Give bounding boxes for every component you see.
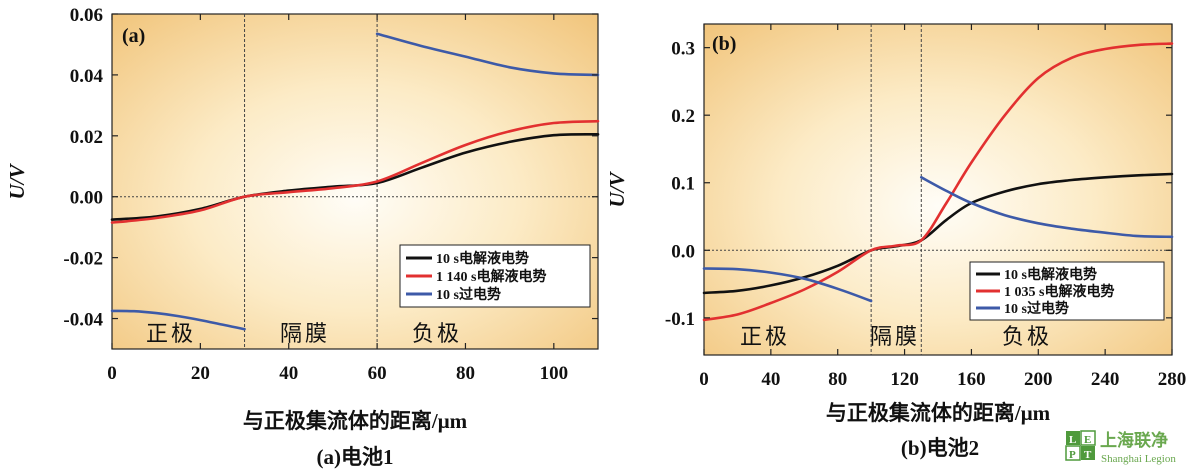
- series-line-a-1: [110, 119, 600, 224]
- y-tick-label-a-1: -0.02: [63, 249, 103, 270]
- y-tick-label-b-4: 0.3: [671, 39, 695, 60]
- x-axis-label-a: 与正极集流体的距离/μm: [243, 409, 468, 433]
- x-ticks-a: 0 20 40 60 80 100: [107, 14, 568, 384]
- x-axis-label-b: 与正极集流体的距离/μm: [826, 401, 1051, 425]
- x-tick-label-a-2: 40: [279, 363, 298, 384]
- legend-a: 10 s电解液电势 1 140 s电解液电势 10 s过电势: [399, 244, 591, 308]
- x-tick-label-b-3: 120: [890, 369, 919, 390]
- series-line-a-2-seg0: [110, 309, 246, 331]
- x-tick-label-b-4: 160: [957, 369, 986, 390]
- region-label-cathode-b: 正极: [740, 324, 790, 349]
- legend-label-a-1: 1 140 s电解液电势: [436, 268, 546, 285]
- region-label-anode-a: 负极: [412, 321, 462, 346]
- y-tick-label-b-1: 0.0: [671, 241, 695, 262]
- x-tick-label-a-1: 20: [191, 363, 210, 384]
- y-tick-label-b-3: 0.2: [671, 106, 695, 127]
- svg-text:T: T: [1084, 449, 1092, 461]
- y-ticks-b: -0.1 0.0 0.1 0.2 0.3: [665, 39, 1172, 330]
- panel-label-b: (b): [712, 33, 736, 55]
- y-tick-label-b-0: -0.1: [665, 309, 695, 330]
- svg-text:L: L: [1069, 434, 1076, 446]
- x-tick-label-b-6: 240: [1091, 369, 1120, 390]
- legend-label-b-0: 10 s电解液电势: [1004, 266, 1097, 283]
- svg-text:E: E: [1084, 434, 1091, 446]
- legend-label-b-1: 1 035 s电解液电势: [1004, 283, 1114, 300]
- series-line-a-2-seg1: [375, 32, 600, 77]
- legend-label-a-0: 10 s电解液电势: [436, 250, 529, 267]
- series-line-b-2-seg1: [920, 176, 1174, 239]
- watermark-cn: 上海联净: [1100, 430, 1168, 450]
- caption-b: (b)电池2: [901, 436, 979, 460]
- series-line-b-0: [702, 172, 1174, 295]
- y-tick-label-a-0: -0.04: [63, 310, 103, 331]
- x-ticks-b: 0 40 80 120 160 200 240 280: [699, 24, 1186, 390]
- region-label-separator-a: 隔膜: [280, 321, 330, 346]
- x-tick-label-a-5: 100: [540, 363, 569, 384]
- legend-box-b: [969, 261, 1165, 321]
- series-layer-a: [110, 32, 600, 331]
- region-label-anode-b: 负极: [1002, 324, 1052, 349]
- chart-panel-a: -0.04-0.020.000.020.040.06 0 20 40 60 80 100 …: [5, 5, 600, 469]
- y-axis-label-a: U/V: [5, 163, 29, 200]
- y-tick-label-a-3: 0.02: [70, 127, 103, 148]
- x-tick-label-a-3: 60: [368, 363, 387, 384]
- chart-panel-b: -0.1 0.0 0.1 0.2 0.3 0 40 80 120 160 200 240 280 (b…: [605, 23, 1186, 460]
- watermark-logo-icon: L E P T: [1065, 430, 1096, 461]
- series-layer-b: [702, 42, 1174, 322]
- x-tick-label-b-7: 280: [1158, 369, 1187, 390]
- caption-a: (a)电池1: [317, 445, 394, 469]
- svg-text:P: P: [1069, 449, 1076, 461]
- region-label-separator-b: 隔膜: [870, 324, 920, 349]
- y-tick-label-a-4: 0.04: [70, 66, 104, 87]
- x-tick-label-a-0: 0: [107, 363, 117, 384]
- legend-label-b-2: 10 s过电势: [1004, 300, 1069, 317]
- x-tick-label-b-5: 200: [1024, 369, 1053, 390]
- x-tick-label-a-4: 80: [456, 363, 475, 384]
- legend-label-a-2: 10 s过电势: [436, 286, 501, 303]
- panel-label-a: (a): [122, 25, 145, 47]
- y-axis-label-b: U/V: [605, 171, 629, 208]
- y-tick-label-a-5: 0.06: [70, 5, 103, 26]
- watermark-en: Shanghai Legion: [1101, 453, 1176, 465]
- watermark: L E P T 上海联净 Shanghai Legion: [1065, 430, 1176, 465]
- x-tick-label-b-0: 0: [699, 369, 709, 390]
- y-tick-label-b-2: 0.1: [671, 174, 695, 195]
- region-label-cathode-a: 正极: [146, 321, 196, 346]
- legend-b: 10 s电解液电势 1 035 s电解液电势 10 s过电势: [969, 261, 1165, 321]
- series-line-b-2-seg0: [702, 267, 873, 303]
- x-tick-label-b-1: 40: [761, 369, 780, 390]
- y-tick-label-a-2: 0.00: [70, 188, 103, 209]
- y-ticks-a: -0.04 -0.02 0.00 0.02 0.04 0.06: [63, 5, 598, 331]
- x-tick-label-b-2: 80: [828, 369, 847, 390]
- series-line-b-1: [702, 42, 1174, 322]
